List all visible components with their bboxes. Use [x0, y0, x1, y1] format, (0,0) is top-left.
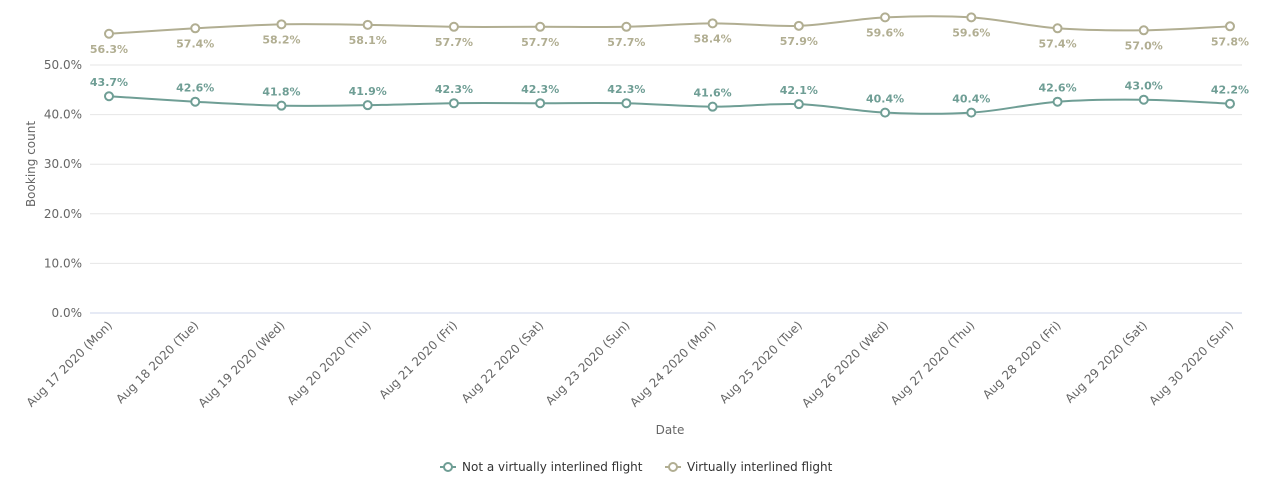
data-label: 40.4%: [866, 93, 904, 106]
series-line: [108, 95, 1231, 115]
y-tick-label: 30.0%: [44, 157, 82, 171]
data-label: 42.2%: [1211, 84, 1249, 97]
data-point[interactable]: [104, 28, 114, 39]
x-tick-label: Aug 22 2020 (Sat): [459, 318, 546, 405]
data-point[interactable]: [1052, 23, 1063, 34]
data-point[interactable]: [966, 107, 977, 118]
data-label: 57.0%: [1125, 39, 1163, 52]
legend-item-2[interactable]: Virtually interlined flight: [665, 460, 833, 474]
data-point[interactable]: [535, 21, 546, 32]
data-point[interactable]: [104, 91, 114, 102]
data-point[interactable]: [621, 98, 632, 109]
data-label: 57.4%: [176, 37, 214, 50]
data-point[interactable]: [1225, 98, 1235, 109]
series-2: 56.3% 57.4% 58.2% 58.1% 57.7% 57.7% 57.7% 58.4%…: [90, 12, 1249, 56]
data-label: 57.9%: [780, 35, 818, 48]
y-axis-title: Booking count: [24, 121, 38, 207]
data-label: 42.6%: [176, 82, 214, 95]
x-tick-label: Aug 19 2020 (Wed): [196, 318, 288, 410]
y-tick-label: 10.0%: [44, 256, 82, 270]
data-point[interactable]: [880, 12, 891, 23]
data-label: 40.4%: [952, 93, 990, 106]
data-point[interactable]: [621, 21, 632, 32]
data-point[interactable]: [880, 107, 891, 118]
x-tick-label: Aug 23 2020 (Sun): [543, 318, 633, 408]
data-label: 58.2%: [262, 33, 300, 46]
x-tick-label: Aug 27 2020 (Thu): [888, 318, 978, 408]
legend-symbol-marker: [668, 462, 678, 472]
data-point[interactable]: [448, 98, 459, 109]
data-label: 58.1%: [349, 34, 387, 47]
data-label: 57.8%: [1211, 35, 1249, 48]
y-tick-label: 50.0%: [44, 58, 82, 72]
data-label: 41.6%: [694, 87, 732, 100]
x-tick-label: Aug 21 2020 (Fri): [376, 318, 460, 402]
x-tick-label: Aug 17 2020 (Mon): [24, 318, 115, 409]
x-tick-label: Aug 28 2020 (Fri): [980, 318, 1064, 402]
y-tick-label: 40.0%: [44, 108, 82, 122]
data-label: 42.1%: [780, 84, 818, 97]
legend-item-1[interactable]: Not a virtually interlined flight: [440, 460, 643, 474]
y-axis-ticks: 0.0% 10.0% 20.0% 30.0% 40.0% 50.0%: [44, 58, 82, 320]
series-group: 43.7% 42.6% 41.8% 41.9% 42.3% 42.3% 42.3% 41.6%…: [90, 12, 1249, 118]
grid-lines: [90, 64, 1242, 264]
data-label: 42.6%: [1038, 82, 1076, 95]
data-label: 57.7%: [435, 36, 473, 49]
data-label: 59.6%: [952, 26, 990, 39]
legend-symbol-marker: [443, 462, 453, 472]
data-point[interactable]: [966, 12, 977, 23]
x-axis-ticks: Aug 17 2020 (Mon)Aug 18 2020 (Tue)Aug 19…: [24, 318, 1236, 410]
data-point[interactable]: [793, 20, 804, 31]
data-label: 57.7%: [521, 36, 559, 49]
data-label: 56.3%: [90, 43, 128, 56]
data-label: 58.4%: [694, 32, 732, 45]
x-tick-label: Aug 30 2020 (Sun): [1146, 318, 1236, 408]
data-point[interactable]: [1225, 21, 1235, 32]
data-label: 42.3%: [435, 83, 473, 96]
x-tick-label: Aug 24 2020 (Mon): [627, 318, 718, 409]
data-label: 42.3%: [607, 83, 645, 96]
data-label: 41.8%: [262, 86, 300, 99]
data-point[interactable]: [793, 99, 804, 110]
y-tick-label: 20.0%: [44, 207, 82, 221]
series-1: 43.7% 42.6% 41.8% 41.9% 42.3% 42.3% 42.3% 41.6%…: [90, 76, 1249, 118]
x-tick-label: Aug 20 2020 (Thu): [284, 318, 374, 408]
data-point[interactable]: [448, 21, 459, 32]
series-line: [108, 15, 1231, 35]
legend-label: Not a virtually interlined flight: [462, 460, 643, 474]
data-point[interactable]: [362, 100, 373, 111]
data-point[interactable]: [707, 101, 718, 112]
data-point[interactable]: [190, 23, 201, 34]
data-point[interactable]: [535, 98, 546, 109]
data-label: 57.7%: [607, 36, 645, 49]
x-tick-label: Aug 18 2020 (Tue): [113, 318, 201, 406]
data-point[interactable]: [1138, 25, 1149, 36]
data-label: 43.0%: [1125, 80, 1163, 93]
legend[interactable]: Not a virtually interlined flight Virtual…: [440, 460, 833, 474]
data-label: 59.6%: [866, 26, 904, 39]
data-point[interactable]: [276, 100, 287, 111]
x-tick-label: Aug 25 2020 (Tue): [717, 318, 805, 406]
data-label: 57.4%: [1038, 37, 1076, 50]
data-label: 41.9%: [349, 85, 387, 98]
data-point[interactable]: [362, 19, 373, 30]
x-tick-label: Aug 26 2020 (Wed): [799, 318, 891, 410]
x-tick-label: Aug 29 2020 (Sat): [1062, 318, 1149, 405]
data-point[interactable]: [190, 96, 201, 107]
data-point[interactable]: [1052, 96, 1063, 107]
x-axis-title: Date: [656, 423, 685, 437]
data-point[interactable]: [707, 18, 718, 29]
legend-label: Virtually interlined flight: [687, 460, 833, 474]
data-label: 42.3%: [521, 83, 559, 96]
data-label: 43.7%: [90, 76, 128, 89]
data-point[interactable]: [1138, 94, 1149, 105]
data-point[interactable]: [276, 19, 287, 30]
y-tick-label: 0.0%: [52, 306, 83, 320]
